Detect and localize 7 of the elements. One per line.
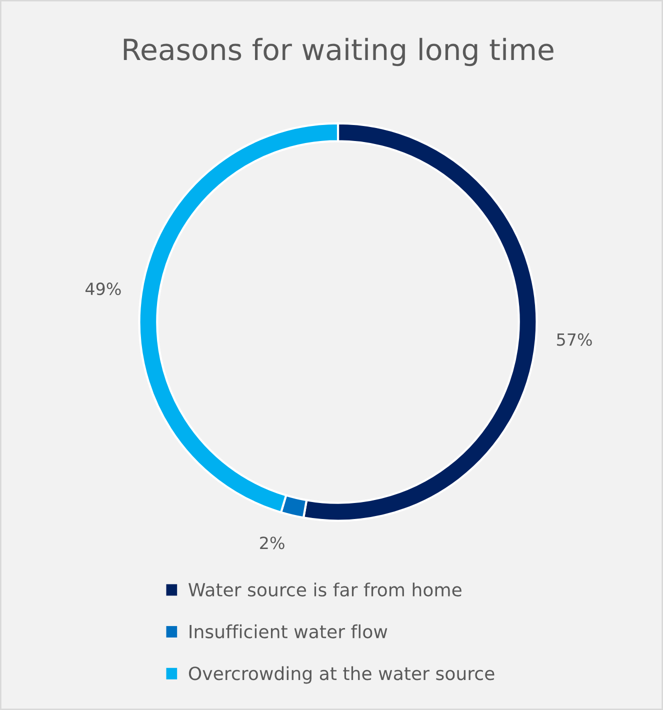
legend-label: Insufficient water flow [190, 624, 388, 638]
legend-label: Overcrowding at the water source [188, 666, 494, 684]
legend-label: Water source is far from home [188, 582, 462, 597]
data-label: 49% [85, 282, 121, 296]
chart-title: Reasons for waiting long time [124, 38, 554, 66]
data-label: 2% [260, 536, 284, 550]
data-label: 57% [557, 333, 592, 346]
